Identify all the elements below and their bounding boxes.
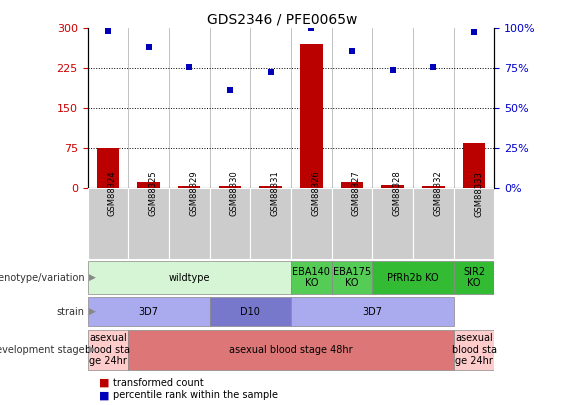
Text: PfRh2b KO: PfRh2b KO <box>387 273 439 283</box>
Bar <box>413 188 454 259</box>
Text: GSM88331: GSM88331 <box>271 171 280 216</box>
Text: EBA140
KO: EBA140 KO <box>292 267 331 288</box>
Text: ▶: ▶ <box>89 273 95 282</box>
Point <box>388 66 397 73</box>
Text: transformed count: transformed count <box>113 377 204 388</box>
Text: D10: D10 <box>240 307 260 317</box>
Text: percentile rank within the sample: percentile rank within the sample <box>113 390 278 400</box>
Bar <box>381 185 404 188</box>
Bar <box>463 143 485 188</box>
Bar <box>422 186 445 188</box>
Text: EBA175
KO: EBA175 KO <box>333 267 371 288</box>
Bar <box>341 181 363 188</box>
Text: SIR2
KO: SIR2 KO <box>463 267 485 288</box>
Text: genotype/variation: genotype/variation <box>0 273 85 283</box>
Point <box>103 28 112 34</box>
Text: development stage: development stage <box>0 345 85 355</box>
Bar <box>97 148 119 188</box>
Text: GSM88324: GSM88324 <box>108 171 117 216</box>
Text: strain: strain <box>56 307 85 317</box>
Text: 3D7: 3D7 <box>362 307 383 317</box>
Bar <box>454 262 494 294</box>
Bar <box>300 44 323 188</box>
Text: GSM88333: GSM88333 <box>474 171 483 217</box>
Text: asexual
blood sta
ge 24hr: asexual blood sta ge 24hr <box>451 333 497 366</box>
Bar <box>219 186 241 188</box>
Text: GSM88330: GSM88330 <box>230 171 239 216</box>
Bar <box>178 186 201 188</box>
Text: GSM88327: GSM88327 <box>352 171 361 216</box>
Text: 3D7: 3D7 <box>138 307 159 317</box>
Point <box>266 69 275 75</box>
Bar <box>210 297 291 326</box>
Bar <box>128 188 169 259</box>
Bar <box>128 330 454 370</box>
Bar <box>137 181 160 188</box>
Text: GSM88328: GSM88328 <box>393 171 402 216</box>
Bar <box>169 188 210 259</box>
Text: ■: ■ <box>99 377 110 388</box>
Bar <box>259 186 282 188</box>
Text: GDS2346 / PFE0065w: GDS2346 / PFE0065w <box>207 12 358 26</box>
Bar <box>88 262 291 294</box>
Bar <box>454 188 494 259</box>
Bar <box>332 262 372 294</box>
Bar <box>88 188 128 259</box>
Bar <box>88 297 210 326</box>
Point <box>347 47 357 54</box>
Text: ▶: ▶ <box>89 345 95 354</box>
Text: GSM88326: GSM88326 <box>311 171 320 216</box>
Bar <box>250 188 291 259</box>
Bar <box>291 297 454 326</box>
Bar <box>332 188 372 259</box>
Text: GSM88332: GSM88332 <box>433 171 442 216</box>
Text: GSM88325: GSM88325 <box>149 171 158 216</box>
Point <box>225 86 234 93</box>
Text: ■: ■ <box>99 390 110 400</box>
Text: asexual blood stage 48hr: asexual blood stage 48hr <box>229 345 353 355</box>
Point <box>144 44 153 50</box>
Bar <box>88 330 128 370</box>
Bar <box>291 188 332 259</box>
Text: GSM88329: GSM88329 <box>189 171 198 216</box>
Bar <box>454 330 494 370</box>
Text: asexual
blood sta
ge 24hr: asexual blood sta ge 24hr <box>85 333 131 366</box>
Point <box>185 64 194 70</box>
Point <box>429 64 438 70</box>
Bar <box>291 262 332 294</box>
Text: wildtype: wildtype <box>168 273 210 283</box>
Bar <box>372 262 454 294</box>
Text: ▶: ▶ <box>89 307 95 316</box>
Point <box>307 25 316 32</box>
Point <box>470 29 479 35</box>
Bar <box>210 188 250 259</box>
Bar <box>372 188 413 259</box>
